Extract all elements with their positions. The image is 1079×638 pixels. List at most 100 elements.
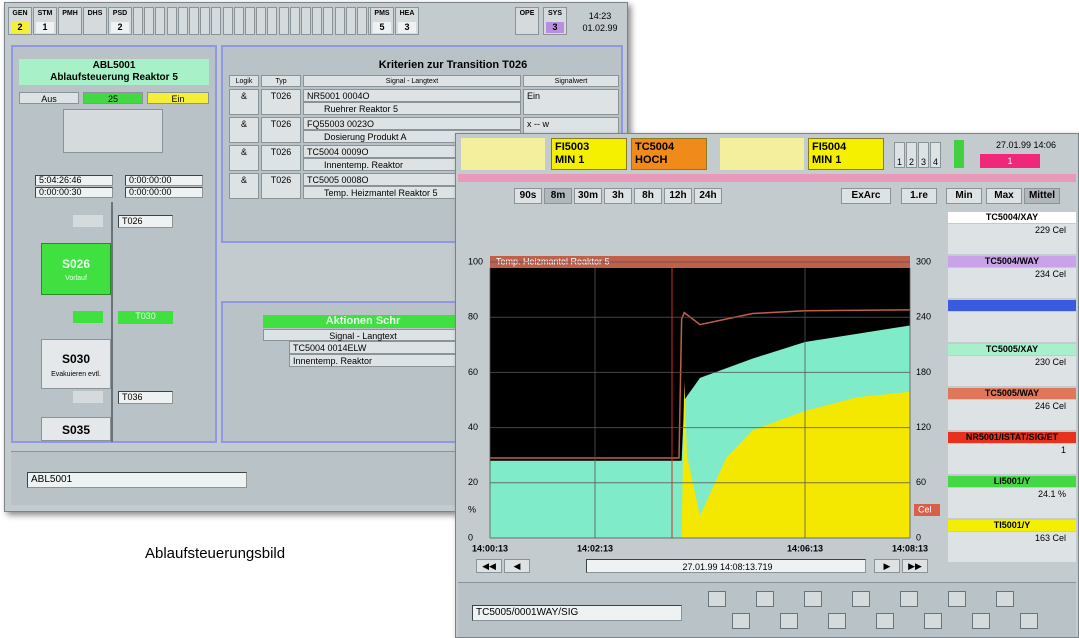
toolbar-icon[interactable] (948, 591, 966, 607)
range-button[interactable]: Min (946, 188, 982, 204)
tag-value: 229 Cel (1034, 225, 1066, 235)
toolbar-icon[interactable] (876, 613, 894, 629)
tag-header[interactable]: LI5001/Y (948, 476, 1076, 487)
toolbar-icon[interactable] (972, 613, 990, 629)
range-button[interactable]: 8h (634, 188, 662, 204)
toolbar-icon[interactable] (780, 613, 798, 629)
clock-date: 01.02.99 (582, 23, 618, 33)
range-button[interactable]: 1.re (901, 188, 937, 204)
sequence-header (19, 59, 209, 85)
alarm-box (720, 138, 804, 170)
tag-body (948, 356, 1076, 386)
toolbar-icon[interactable] (1020, 613, 1038, 629)
range-button[interactable]: Mittel (1024, 188, 1060, 204)
status-button[interactable]: GEN 2 (8, 7, 32, 35)
toolbar-icon[interactable] (924, 613, 942, 629)
toolbar-icon[interactable] (732, 613, 750, 629)
actions-title: Aktionen Schr (263, 315, 463, 328)
tag-header[interactable]: NR5001/ISTAT/SIG/ET (948, 432, 1076, 443)
tag-header[interactable]: TC5004/XAY (948, 212, 1076, 223)
tag-body (948, 224, 1076, 254)
group-button[interactable]: 2 (906, 142, 917, 168)
range-button[interactable]: 12h (664, 188, 692, 204)
y-tick-label: 40 (468, 422, 478, 432)
command-field[interactable]: ABL5001 (27, 472, 247, 488)
nav-button[interactable]: ◀◀ (476, 559, 502, 573)
toolbar-icon[interactable] (852, 591, 870, 607)
tag-header[interactable]: TC5004/WAY (948, 256, 1076, 267)
group-button[interactable]: 3 (918, 142, 929, 168)
signal-value: Ein (523, 89, 619, 115)
range-button[interactable]: 30m (574, 188, 602, 204)
range-button[interactable]: 90s (514, 188, 542, 204)
x-tick-label: 14:06:13 (787, 543, 823, 553)
status-label: STM (37, 10, 53, 17)
command-bar: TC5005/0001WAY/SIG (458, 582, 1076, 637)
status-label: GEN (12, 10, 28, 17)
status-label: PMS (374, 10, 390, 17)
tag-header[interactable]: TI5001/Y (948, 520, 1076, 531)
group-button[interactable]: 4 (930, 142, 941, 168)
tag-header[interactable] (948, 300, 1076, 311)
status-label: DHS (87, 10, 103, 17)
mode-off[interactable]: Aus (19, 92, 79, 104)
toolbar-icon[interactable] (756, 591, 774, 607)
status-slot (323, 7, 334, 35)
mode-on[interactable]: Ein (147, 92, 209, 104)
tag-header[interactable]: TC5005/WAY (948, 388, 1076, 399)
toolbar-icon[interactable] (804, 591, 822, 607)
y2-tick-label: 0 (916, 532, 921, 542)
logic: & (229, 117, 259, 143)
toolbar-icon[interactable] (996, 591, 1014, 607)
column-header: Typ (261, 75, 301, 87)
status-button[interactable]: SYS 3 (543, 7, 567, 35)
alarm-text: HOCH (635, 154, 668, 166)
clock-time: 14:23 (588, 11, 612, 21)
status-slot (144, 7, 155, 35)
status-value: 5 (373, 22, 391, 33)
y-tick-label: 100 (468, 256, 483, 266)
tag-body (948, 488, 1076, 518)
range-button[interactable]: Max (986, 188, 1022, 204)
status-button[interactable]: PMH (58, 7, 82, 35)
tag-body (948, 532, 1076, 562)
tag-body (948, 312, 1076, 342)
toolbar-icon[interactable] (708, 591, 726, 607)
status-button[interactable]: STM 1 (33, 7, 57, 35)
status-button[interactable]: HEA 3 (395, 7, 419, 35)
range-button[interactable]: 3h (604, 188, 632, 204)
status-button[interactable]: OPE (515, 7, 539, 35)
status-slot (345, 7, 356, 35)
status-button[interactable]: DHS (83, 7, 107, 35)
step-text: Vorlauf (65, 275, 87, 282)
range-button[interactable]: 24h (694, 188, 722, 204)
alarm-box[interactable] (631, 138, 707, 170)
column-header: Signal - Langtext (303, 75, 521, 87)
alarm-box[interactable] (551, 138, 627, 170)
long-text: Ruehrer Reaktor 5 (303, 102, 521, 115)
nav-button[interactable]: ▶ (874, 559, 900, 573)
nav-button[interactable]: ▶▶ (902, 559, 928, 573)
range-button[interactable]: ExArc (841, 188, 891, 204)
group-button[interactable]: 1 (894, 142, 905, 168)
y-tick-label: 60 (468, 367, 478, 377)
toolbar-icon[interactable] (828, 613, 846, 629)
signal: TC5004 0014ELW (289, 341, 463, 354)
control-icons (63, 109, 163, 153)
alarm-box[interactable] (808, 138, 884, 170)
transition: T026 (118, 215, 173, 228)
command-field[interactable]: TC5005/0001WAY/SIG (472, 605, 682, 621)
toolbar-icon[interactable] (900, 591, 918, 607)
y-tick-label: 80 (468, 312, 478, 322)
status-button[interactable]: PMS 5 (370, 7, 394, 35)
flow-line (111, 202, 113, 442)
status-button[interactable]: PSD 2 (108, 7, 132, 35)
type: T026 (261, 89, 301, 115)
status-slot (301, 7, 311, 35)
tag-header[interactable]: TC5005/XAY (948, 344, 1076, 355)
nav-button[interactable]: ◀ (504, 559, 530, 573)
active-transition: T030 (118, 311, 173, 324)
x-tick-label: 14:02:13 (577, 543, 613, 553)
step-id: S030 (61, 352, 91, 366)
range-button[interactable]: 8m (544, 188, 572, 204)
